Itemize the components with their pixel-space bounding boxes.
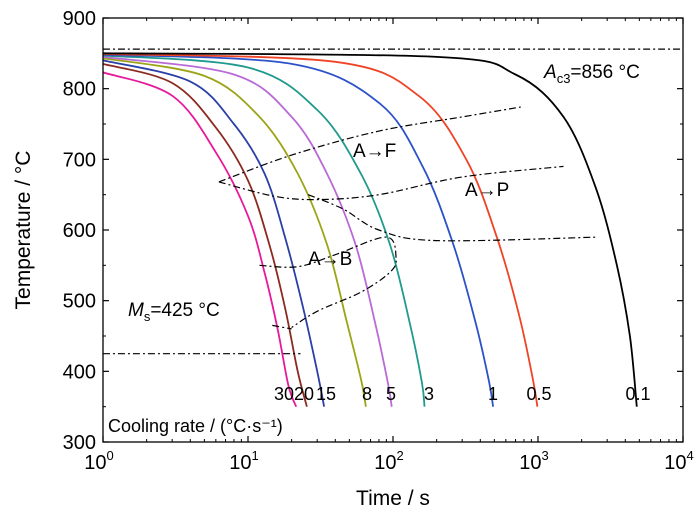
rate-label-8: 8 bbox=[362, 384, 372, 404]
y-axis-label: Temperature / °C bbox=[12, 151, 35, 310]
rate-label-0_1: 0.1 bbox=[625, 384, 650, 404]
rate-label-3: 3 bbox=[424, 384, 434, 404]
cooling-curve-1 bbox=[102, 53, 494, 407]
region-ferrite-label: A→F bbox=[353, 141, 396, 162]
boundary-line-2 bbox=[218, 106, 521, 183]
y-tick-label: 300 bbox=[63, 432, 96, 454]
cooling-curve-8 bbox=[102, 57, 367, 407]
rate-label-20: 20 bbox=[294, 384, 314, 404]
cooling-curve-20 bbox=[102, 63, 308, 407]
cooling-curve-30 bbox=[102, 71, 298, 408]
cooling-curve-5 bbox=[102, 56, 393, 407]
y-tick-label: 400 bbox=[63, 361, 96, 383]
axis-ticks: 300 400 500 600 700 800 900 100 101 102 103 104 bbox=[63, 8, 694, 474]
boundary-line-6 bbox=[272, 324, 292, 330]
y-tick-label: 700 bbox=[63, 149, 96, 171]
region-bainite-label: A→B bbox=[308, 249, 352, 270]
rate-label-1: 1 bbox=[488, 384, 498, 404]
transformation-boundaries bbox=[103, 48, 683, 355]
cooling-rate-title: Cooling rate / (°C·s⁻¹) bbox=[108, 416, 283, 436]
x-tick-label: 103 bbox=[519, 448, 548, 474]
y-tick-label: 600 bbox=[63, 220, 96, 242]
rate-label-0_5: 0.5 bbox=[526, 384, 551, 404]
ac3-label: Ac3=856 °C bbox=[543, 62, 640, 86]
cooling-curve-15 bbox=[102, 59, 325, 407]
boundary-line-3 bbox=[218, 165, 564, 201]
x-tick-label: 104 bbox=[664, 448, 693, 474]
x-tick-label: 102 bbox=[374, 448, 403, 474]
region-pearlite-label: A→P bbox=[465, 180, 509, 201]
cooling-curves bbox=[102, 52, 638, 408]
x-axis-label: Time / s bbox=[356, 487, 430, 510]
rate-label-5: 5 bbox=[386, 384, 396, 404]
x-tick-label: 100 bbox=[84, 448, 113, 474]
boundary-line-5 bbox=[259, 236, 397, 329]
cooling-rate-labels: 30 20 15 8 5 3 1 0.5 0.1 bbox=[274, 384, 651, 404]
y-tick-label: 800 bbox=[63, 79, 96, 101]
rate-label-30: 30 bbox=[274, 384, 294, 404]
y-tick-label: 900 bbox=[63, 8, 96, 30]
cooling-curve-3 bbox=[102, 54, 426, 407]
cooling-curve-0_1 bbox=[102, 52, 638, 407]
ms-label: Ms=425 °C bbox=[128, 300, 220, 324]
x-tick-label: 101 bbox=[229, 448, 258, 474]
rate-label-15: 15 bbox=[316, 384, 336, 404]
y-tick-label: 500 bbox=[63, 291, 96, 313]
cooling-curve-0_5 bbox=[102, 53, 539, 407]
